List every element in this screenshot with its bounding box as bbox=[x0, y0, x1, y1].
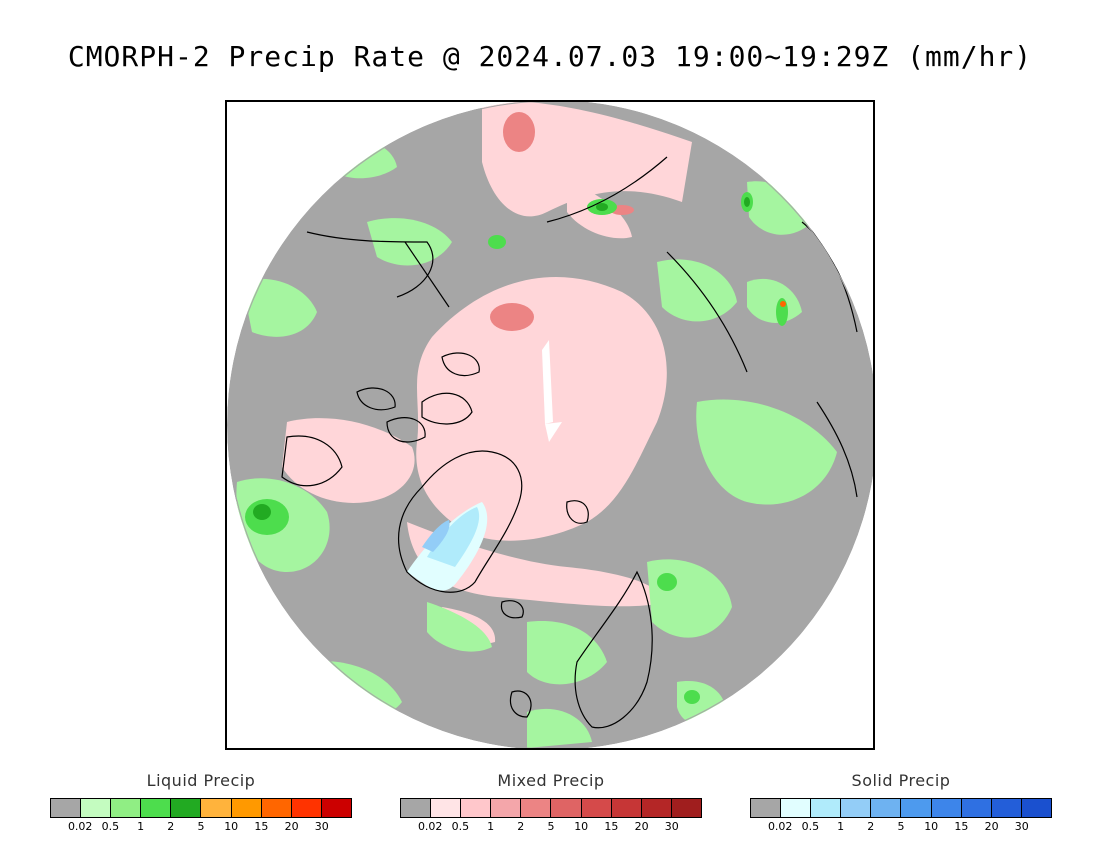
legend-swatch-liquid-0 bbox=[51, 799, 82, 817]
legend-swatch-mixed-4 bbox=[521, 799, 552, 817]
polar-precip-map bbox=[227, 102, 873, 748]
legend-swatch-liquid-5 bbox=[201, 799, 232, 817]
legend-tick-mixed-7: 20 bbox=[634, 820, 649, 833]
legend-swatch-solid-4 bbox=[871, 799, 902, 817]
legend-title-liquid: Liquid Precip bbox=[146, 771, 256, 790]
legend-swatch-solid-9 bbox=[1021, 799, 1051, 817]
legend-tick-solid-1: 0.5 bbox=[801, 820, 820, 833]
legend-tick-mixed-5: 10 bbox=[574, 820, 589, 833]
legend-tick-mixed-6: 15 bbox=[604, 820, 619, 833]
legend-swatch-solid-8 bbox=[991, 799, 1022, 817]
legend-tick-liquid-6: 15 bbox=[254, 820, 269, 833]
legend-swatch-liquid-3 bbox=[141, 799, 172, 817]
legend-tick-mixed-8: 30 bbox=[664, 820, 679, 833]
legend-tick-mixed-3: 2 bbox=[517, 820, 525, 833]
liquid-precip-heavy bbox=[253, 197, 750, 520]
legend-swatch-solid-3 bbox=[841, 799, 872, 817]
legend-tick-liquid-0: 0.02 bbox=[67, 820, 93, 833]
no-data-wedge bbox=[542, 340, 562, 442]
map-disk bbox=[227, 102, 873, 748]
legend-tick-liquid-8: 30 bbox=[314, 820, 329, 833]
legend-tick-solid-3: 2 bbox=[867, 820, 875, 833]
legend-tick-solid-7: 20 bbox=[984, 820, 999, 833]
legend-swatch-liquid-4 bbox=[171, 799, 202, 817]
legend-swatch-mixed-1 bbox=[431, 799, 462, 817]
legend-swatch-solid-1 bbox=[781, 799, 812, 817]
legend-title-mixed: Mixed Precip bbox=[497, 771, 605, 790]
legend-tick-solid-8: 30 bbox=[1014, 820, 1029, 833]
legend-swatch-mixed-3 bbox=[491, 799, 522, 817]
legend-swatch-mixed-2 bbox=[461, 799, 492, 817]
legend-colorbar-liquid bbox=[50, 798, 352, 818]
legend-swatch-liquid-1 bbox=[81, 799, 112, 817]
legend-liquid-precip: Liquid Precip 0.02 0.5 1 2 5 10 15 20 30 bbox=[50, 770, 352, 836]
legend-swatch-mixed-8 bbox=[641, 799, 672, 817]
legend-swatch-mixed-9 bbox=[671, 799, 701, 817]
map-frame bbox=[225, 100, 875, 750]
legend-swatch-liquid-9 bbox=[321, 799, 351, 817]
legend-tick-solid-0: 0.02 bbox=[767, 820, 793, 833]
legend-tick-solid-4: 5 bbox=[897, 820, 905, 833]
legend-colorbar-mixed bbox=[400, 798, 702, 818]
legend-swatch-solid-5 bbox=[901, 799, 932, 817]
legend-swatch-liquid-2 bbox=[111, 799, 142, 817]
legend-swatch-solid-6 bbox=[931, 799, 962, 817]
legend-ticks-solid: 0.02 0.5 1 2 5 10 15 20 30 bbox=[750, 820, 1052, 836]
mixed-precip-region bbox=[282, 102, 692, 644]
liquid-precip-intense bbox=[780, 301, 786, 307]
legend-swatch-mixed-6 bbox=[581, 799, 612, 817]
legend-title-solid: Solid Precip bbox=[851, 771, 951, 790]
legend-swatch-solid-7 bbox=[961, 799, 992, 817]
legend-solid-precip: Solid Precip 0.02 0.5 1 2 5 10 15 20 30 bbox=[750, 770, 1052, 836]
legend-swatch-solid-2 bbox=[811, 799, 842, 817]
legend-colorbar-solid bbox=[750, 798, 1052, 818]
legend-tick-liquid-5: 10 bbox=[224, 820, 239, 833]
legend-swatch-mixed-7 bbox=[611, 799, 642, 817]
legend-tick-liquid-4: 5 bbox=[197, 820, 205, 833]
legend-tick-solid-5: 10 bbox=[924, 820, 939, 833]
legend-tick-mixed-0: 0.02 bbox=[417, 820, 443, 833]
legend-swatch-liquid-7 bbox=[261, 799, 292, 817]
legend-tick-mixed-4: 5 bbox=[547, 820, 555, 833]
solid-precip-region bbox=[407, 502, 488, 591]
legend-ticks-liquid: 0.02 0.5 1 2 5 10 15 20 30 bbox=[50, 820, 352, 836]
legend-tick-mixed-2: 1 bbox=[487, 820, 495, 833]
legend-tick-solid-6: 15 bbox=[954, 820, 969, 833]
legend-tick-liquid-1: 0.5 bbox=[101, 820, 120, 833]
disk-edge bbox=[227, 102, 873, 748]
mixed-precip-heavy bbox=[490, 112, 634, 331]
legend-swatch-mixed-0 bbox=[401, 799, 432, 817]
legend-tick-liquid-7: 20 bbox=[284, 820, 299, 833]
legend-swatch-liquid-8 bbox=[291, 799, 322, 817]
map-title: CMORPH-2 Precip Rate @ 2024.07.03 19:00~… bbox=[67, 40, 1033, 73]
legend-tick-liquid-2: 1 bbox=[137, 820, 145, 833]
legend-swatch-solid-0 bbox=[751, 799, 782, 817]
legend-swatch-liquid-6 bbox=[231, 799, 262, 817]
legend-tick-mixed-1: 0.5 bbox=[451, 820, 470, 833]
legend-tick-liquid-3: 2 bbox=[167, 820, 175, 833]
legend-tick-solid-2: 1 bbox=[837, 820, 845, 833]
legend-mixed-precip: Mixed Precip 0.02 0.5 1 2 5 10 15 20 30 bbox=[400, 770, 702, 836]
legend-swatch-mixed-5 bbox=[551, 799, 582, 817]
legend-ticks-mixed: 0.02 0.5 1 2 5 10 15 20 30 bbox=[400, 820, 702, 836]
